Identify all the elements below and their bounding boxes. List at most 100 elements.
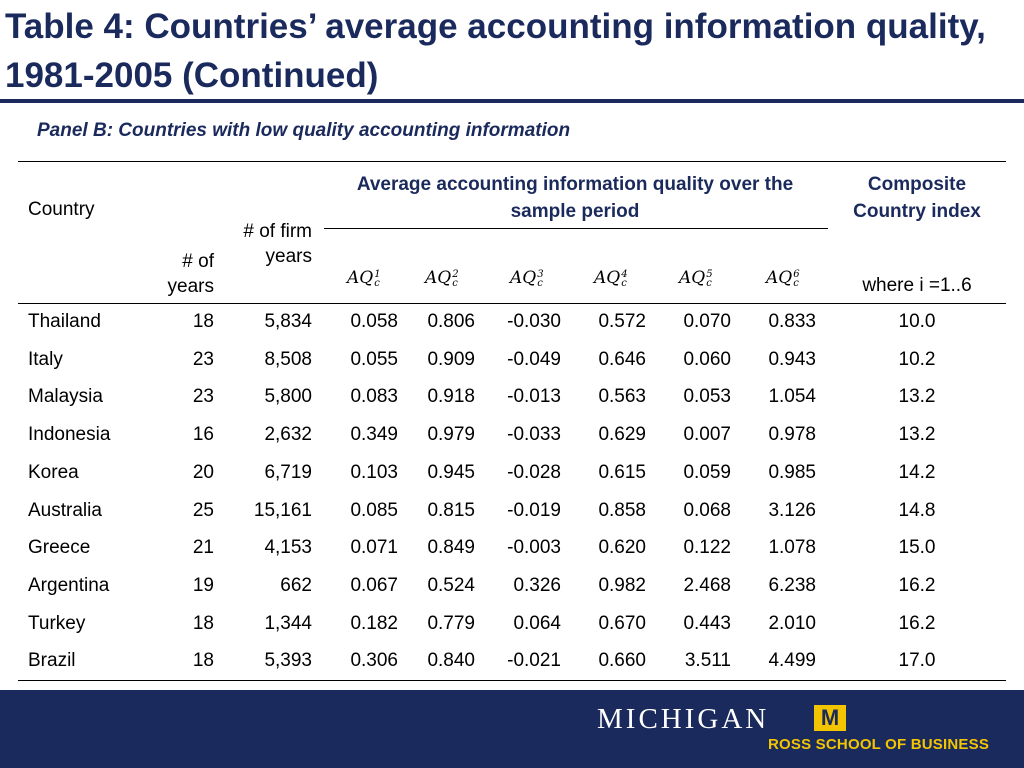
country-cell: Korea: [28, 462, 79, 483]
aq3-cell: -0.019: [507, 500, 561, 521]
aq6-cell: 4.499: [768, 650, 816, 671]
ross-school-label: ROSS SCHOOL OF BUSINESS: [768, 736, 990, 753]
aq1-cell: 0.182: [350, 613, 398, 634]
aq6-cell: 6.238: [768, 575, 816, 596]
country-cell: Brazil: [28, 650, 76, 671]
aq6-cell: 2.010: [768, 613, 816, 634]
firm-years-cell: 8,508: [264, 349, 312, 370]
composite-cell: 16.2: [898, 575, 936, 596]
aq3-cell: -0.003: [507, 537, 561, 558]
aq2-cell: 0.779: [427, 613, 475, 634]
aq6-cell: 0.985: [768, 462, 816, 483]
years-cell: 20: [192, 462, 214, 483]
aq6-cell: 3.126: [768, 500, 816, 521]
aq3-cell: -0.033: [507, 424, 561, 445]
aq4-cell: 0.620: [598, 537, 646, 558]
aq4-cell: 0.858: [598, 500, 646, 521]
aq6-cell: 0.978: [768, 424, 816, 445]
firm-years-cell: 662: [280, 575, 312, 596]
aq5-cell: 0.053: [683, 386, 731, 407]
composite-cell: 15.0: [898, 537, 936, 558]
aq1-cell: 0.085: [350, 500, 398, 521]
country-cell: Greece: [28, 537, 91, 558]
aq2-cell: 0.979: [427, 424, 475, 445]
composite-cell: 10.2: [898, 349, 936, 370]
aq1-cell: 0.306: [350, 650, 398, 671]
table-top-rule: [18, 161, 1006, 162]
country-cell: Indonesia: [28, 424, 111, 445]
aq2-cell: 0.945: [427, 462, 475, 483]
firm-years-cell: 15,161: [253, 500, 312, 521]
country-cell: Thailand: [28, 311, 101, 332]
header-average-quality: Average accounting information quality o…: [356, 174, 794, 222]
aq-header-3: AQ 3 c: [510, 268, 544, 289]
aq4-cell: 0.563: [598, 386, 646, 407]
aq5-cell: 0.060: [683, 349, 731, 370]
aq1-cell: 0.055: [350, 349, 398, 370]
header-composite-note: where i =1..6: [862, 275, 972, 296]
years-cell: 25: [192, 500, 214, 521]
aq5-cell: 0.122: [683, 537, 731, 558]
aq5-cell: 3.511: [684, 650, 731, 671]
header-composite-index: Composite Country index: [853, 174, 981, 222]
panel-subtitle: Panel B: Countries with low quality acco…: [37, 120, 571, 141]
aq5-cell: 0.059: [683, 462, 731, 483]
aq5-cell: 0.007: [683, 424, 731, 445]
aq2-cell: 0.849: [427, 537, 475, 558]
years-cell: 19: [192, 575, 214, 596]
composite-cell: 14.8: [898, 500, 936, 521]
firm-years-cell: 5,393: [264, 650, 312, 671]
firm-years-cell: 6,719: [264, 462, 312, 483]
aq5-cell: 0.070: [683, 311, 731, 332]
aq5-cell: 0.068: [683, 500, 731, 521]
aq3-cell: -0.021: [507, 650, 561, 671]
aq2-cell: 0.840: [427, 650, 475, 671]
aq2-cell: 0.909: [427, 349, 475, 370]
aq2-cell: 0.918: [427, 386, 475, 407]
header-firm-years: # of firm years: [243, 221, 312, 267]
years-cell: 23: [192, 386, 214, 407]
firm-years-cell: 4,153: [264, 537, 312, 558]
aq1-cell: 0.067: [350, 575, 398, 596]
composite-cell: 13.2: [898, 424, 936, 445]
aq4-cell: 0.670: [598, 613, 646, 634]
data-table: Country # of years # of firm years Avera…: [18, 161, 1006, 681]
aq1-cell: 0.103: [350, 462, 398, 483]
aq1-cell: 0.071: [350, 537, 398, 558]
aq-header-1: AQ 1 c: [347, 268, 381, 289]
aq4-cell: 0.572: [598, 311, 646, 332]
aq4-cell: 0.982: [598, 575, 646, 596]
header-country: Country: [28, 199, 95, 220]
aq4-cell: 0.615: [598, 462, 646, 483]
years-cell: 23: [192, 349, 214, 370]
years-cell: 18: [192, 613, 214, 634]
years-cell: 21: [192, 537, 214, 558]
firm-years-cell: 5,800: [264, 386, 312, 407]
aq3-cell: -0.028: [507, 462, 561, 483]
aq3-cell: 0.326: [513, 575, 561, 596]
aq1-cell: 0.349: [350, 424, 398, 445]
country-cell: Malaysia: [28, 386, 103, 407]
aq-header-4: AQ 4 c: [594, 268, 628, 289]
years-cell: 18: [192, 311, 214, 332]
footer-bar: [0, 690, 1024, 768]
aq6-cell: 1.054: [768, 386, 816, 407]
aq4-cell: 0.646: [598, 349, 646, 370]
years-cell: 16: [192, 424, 214, 445]
aq1-cell: 0.058: [350, 311, 398, 332]
header-years: # of years: [167, 251, 214, 297]
title-rule: [0, 99, 1024, 103]
firm-years-cell: 5,834: [264, 311, 312, 332]
aq6-cell: 0.943: [768, 349, 816, 370]
aq3-cell: -0.013: [507, 386, 561, 407]
years-cell: 18: [192, 650, 214, 671]
aq4-cell: 0.660: [598, 650, 646, 671]
aq6-cell: 0.833: [768, 311, 816, 332]
aq5-cell: 0.443: [683, 613, 731, 634]
composite-cell: 14.2: [898, 462, 936, 483]
aq2-cell: 0.815: [427, 500, 475, 521]
aq5-cell: 2.468: [683, 575, 731, 596]
composite-cell: 17.0: [898, 650, 936, 671]
country-cell: Turkey: [28, 613, 86, 634]
aq3-cell: -0.030: [507, 311, 561, 332]
